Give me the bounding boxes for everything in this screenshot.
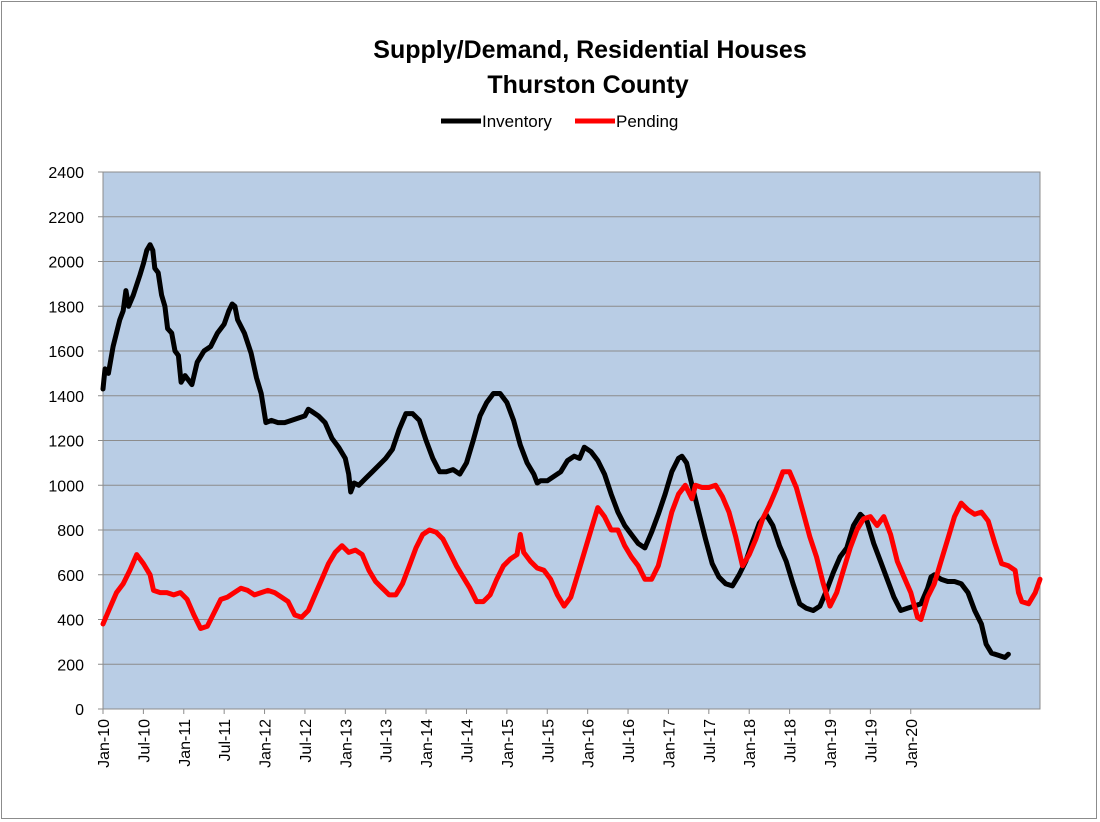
y-tick-label: 200: [57, 657, 84, 674]
chart-subtitle: Thurston County: [487, 71, 688, 99]
x-tick-label: Jan-15: [500, 719, 517, 768]
x-tick-label: Jan-12: [258, 719, 275, 768]
y-tick-label: 1200: [48, 434, 84, 451]
y-axis: 0 200 400 600 800 1000 1200 1400 1600 1800 2000 220…: [48, 165, 103, 719]
y-tick-label: 2000: [48, 255, 84, 272]
y-tick-label: 400: [57, 613, 84, 630]
x-tick-label: Jan-16: [581, 719, 598, 768]
x-tick-label: Jan-10: [96, 719, 113, 768]
x-tick-label: Jul-19: [863, 719, 880, 763]
y-tick-label: 2200: [48, 210, 84, 227]
legend-label-inventory: Inventory: [482, 112, 552, 131]
series-lines: [100, 242, 1043, 660]
x-tick-label: Jan-19: [823, 719, 840, 768]
x-tick-label: Jul-12: [298, 719, 315, 763]
x-tick-label: Jul-16: [621, 719, 638, 763]
y-tick-label: 1000: [48, 478, 84, 495]
x-tick-label: Jul-18: [783, 719, 800, 763]
x-tick-label: Jan-18: [742, 719, 759, 768]
x-tick-label: Jul-11: [217, 719, 234, 761]
series-line-inventory: [100, 242, 1011, 660]
y-tick-label: 1600: [48, 344, 84, 361]
legend: Inventory Pending: [441, 112, 678, 131]
chart-title: Supply/Demand, Residential Houses: [373, 36, 806, 64]
y-tick-label: 600: [57, 568, 84, 585]
x-tick-label: Jul-15: [540, 719, 557, 763]
x-tick-label: Jul-13: [379, 719, 396, 763]
y-tick-label: 0: [75, 702, 84, 719]
x-tick-label: Jan-20: [904, 719, 921, 768]
x-tick-label: Jan-14: [419, 719, 436, 768]
y-tick-label: 1400: [48, 389, 84, 406]
y-tick-label: 2400: [48, 165, 84, 182]
x-tick-label: Jul-17: [702, 719, 719, 763]
y-tick-label: 1800: [48, 299, 84, 316]
x-axis: Jan-10 Jul-10 Jan-11 Jul-11 Jan-12 Jul-12 Jan-…: [96, 709, 921, 768]
x-tick-label: Jul-10: [136, 719, 153, 763]
x-tick-label: Jul-14: [459, 719, 476, 763]
x-tick-label: Jan-11: [177, 719, 194, 767]
x-tick-label: Jan-13: [338, 719, 355, 768]
series-line-pending: [100, 469, 1043, 631]
legend-label-pending: Pending: [616, 112, 678, 131]
y-tick-label: 800: [57, 523, 84, 540]
x-tick-label: Jan-17: [661, 719, 678, 768]
